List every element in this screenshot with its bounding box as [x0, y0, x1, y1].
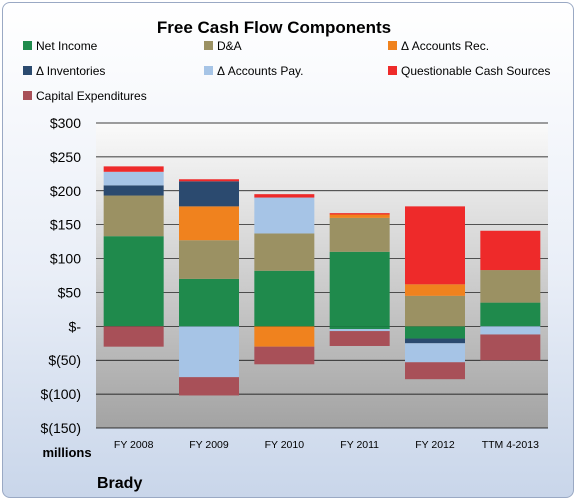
legend-item-accounts-rec: Δ Accounts Rec.: [388, 39, 489, 53]
x-axis-ticks: FY 2008 FY 2009 FY 2010 FY 2011 FY 2012 TTM 4…: [114, 439, 539, 451]
legend-label: Net Income: [36, 39, 98, 53]
bar-accounts-pay: [329, 329, 390, 332]
bar-capital-expenditures: [179, 377, 239, 396]
bar-accounts-pay: [103, 171, 164, 186]
y-tick-label: $300: [50, 115, 81, 131]
y-tick-label: $50: [58, 284, 82, 300]
y-tick-label: $100: [50, 251, 81, 267]
bar-net-income: [405, 326, 465, 339]
legend-swatch: [23, 41, 32, 50]
legend-label: Δ Accounts Rec.: [401, 39, 489, 53]
bar-d-a: [329, 217, 390, 252]
legend: Net Income D&A Δ Accounts Rec. Δ Inventorie…: [23, 39, 550, 103]
legend-item-questionable-cash-sources: Questionable Cash Sources: [388, 64, 550, 78]
bar-questionable-cash-sources: [405, 206, 465, 285]
y-tick-label: $250: [50, 149, 81, 165]
bar-group-fy-2012: [405, 206, 465, 380]
bar-questionable-cash-sources: [103, 166, 164, 172]
y-tick-label: $-: [69, 318, 82, 334]
company-label: Brady: [97, 475, 142, 492]
bar-net-income: [179, 278, 239, 327]
legend-item-inventories: Δ Inventories: [23, 64, 105, 78]
bar-group-fy-2011: [329, 213, 390, 346]
bar-capital-expenditures: [480, 334, 541, 361]
y-tick-label: $200: [50, 183, 81, 199]
y-tick-label: $(100): [41, 386, 81, 402]
bar-net-income: [254, 270, 315, 327]
bar-inventories: [405, 338, 465, 344]
x-tick-label: FY 2011: [340, 439, 379, 451]
legend-swatch: [23, 66, 32, 75]
chart-title: Free Cash Flow Components: [157, 18, 391, 37]
bar-net-income: [103, 236, 164, 327]
x-tick-label: FY 2009: [189, 439, 229, 451]
bar-net-income: [329, 326, 390, 330]
y-tick-label: $(50): [48, 352, 81, 368]
bar-accounts-pay: [254, 197, 315, 234]
unit-label: millions: [42, 445, 91, 460]
bar-net-income: [480, 302, 541, 327]
bar-d-a: [103, 195, 164, 237]
bar-questionable-cash-sources: [254, 194, 315, 198]
legend-item-accounts-pay: Δ Accounts Pay.: [204, 64, 304, 78]
bar-accounts-pay: [405, 343, 465, 363]
bar-capital-expenditures: [103, 326, 164, 347]
bar-group-fy-2008: [103, 166, 164, 347]
legend-item-net-income: Net Income: [23, 39, 98, 53]
bar-capital-expenditures: [405, 362, 465, 380]
bar-accounts-rec: [405, 284, 465, 296]
legend-item-d-a: D&A: [204, 39, 242, 53]
legend-label: Δ Inventories: [36, 64, 105, 78]
y-tick-label: $150: [50, 217, 81, 233]
bar-inventories: [179, 181, 239, 207]
bar-questionable-cash-sources: [329, 213, 390, 215]
chart-frame: Free Cash Flow Components Net Income D&A Δ…: [2, 2, 574, 498]
legend-item-capital-expenditures: Capital Expenditures: [23, 89, 147, 103]
bar-d-a: [254, 233, 315, 271]
plot-area: [96, 123, 548, 428]
bar-accounts-rec: [179, 206, 239, 241]
legend-swatch: [204, 66, 213, 75]
legend-swatch: [388, 41, 397, 50]
legend-swatch: [23, 91, 32, 100]
bar-group-fy-2009: [179, 179, 239, 396]
bar-accounts-pay: [480, 326, 541, 335]
x-tick-label: FY 2010: [265, 439, 305, 451]
bar-questionable-cash-sources: [179, 179, 239, 182]
bar-accounts-rec: [329, 214, 390, 218]
bar-inventories: [103, 185, 164, 196]
bar-capital-expenditures: [329, 331, 390, 346]
legend-label: Δ Accounts Pay.: [217, 64, 304, 78]
legend-swatch: [204, 41, 213, 50]
x-tick-label: FY 2012: [415, 439, 455, 451]
gridlines: [96, 122, 548, 429]
bar-questionable-cash-sources: [480, 230, 541, 271]
bar-d-a: [179, 240, 239, 279]
bar-group-ttm-4-2013: [480, 230, 541, 361]
legend-label: Capital Expenditures: [36, 89, 147, 103]
x-tick-label: FY 2008: [114, 439, 154, 451]
chart: Free Cash Flow Components Net Income D&A Δ…: [23, 18, 550, 492]
legend-swatch: [388, 66, 397, 75]
bar-group-fy-2010: [254, 194, 315, 365]
x-tick-label: TTM 4-2013: [482, 439, 539, 451]
y-tick-label: $(150): [41, 420, 81, 436]
bar-accounts-pay: [179, 326, 239, 378]
bar-net-income: [329, 251, 390, 327]
legend-label: Questionable Cash Sources: [401, 64, 550, 78]
bars: [103, 166, 541, 396]
bar-d-a: [405, 295, 465, 327]
bar-d-a: [480, 270, 541, 303]
legend-label: D&A: [217, 39, 242, 53]
y-axis-ticks: $300 $250 $200 $150 $100 $50 $- $(50) $(100) $(15…: [41, 115, 82, 436]
bar-accounts-rec: [254, 326, 315, 347]
bar-capital-expenditures: [254, 346, 315, 365]
